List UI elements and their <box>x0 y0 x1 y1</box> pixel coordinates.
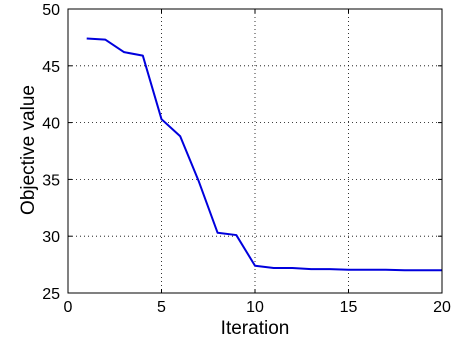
x-tick-label: 15 <box>340 299 358 316</box>
x-tick-label: 20 <box>433 299 451 316</box>
y-tick-label: 30 <box>42 229 60 246</box>
grid <box>68 9 442 293</box>
series-line <box>86 37 442 272</box>
ticks: 0 5 10 15 20 25 30 35 40 45 50 <box>42 2 451 316</box>
y-tick-label: 45 <box>42 59 60 76</box>
series-layer <box>86 37 442 272</box>
x-tick-label: 5 <box>157 299 166 316</box>
x-tick-label: 10 <box>246 299 264 316</box>
x-axis-label: Iteration <box>221 318 290 339</box>
y-tick-label: 35 <box>42 172 60 189</box>
y-tick-label: 40 <box>42 116 60 133</box>
y-tick-label: 25 <box>42 286 60 303</box>
y-axis-label: Objective value <box>18 85 39 215</box>
x-tick-label: 0 <box>64 299 73 316</box>
y-tick-label: 50 <box>42 2 60 19</box>
